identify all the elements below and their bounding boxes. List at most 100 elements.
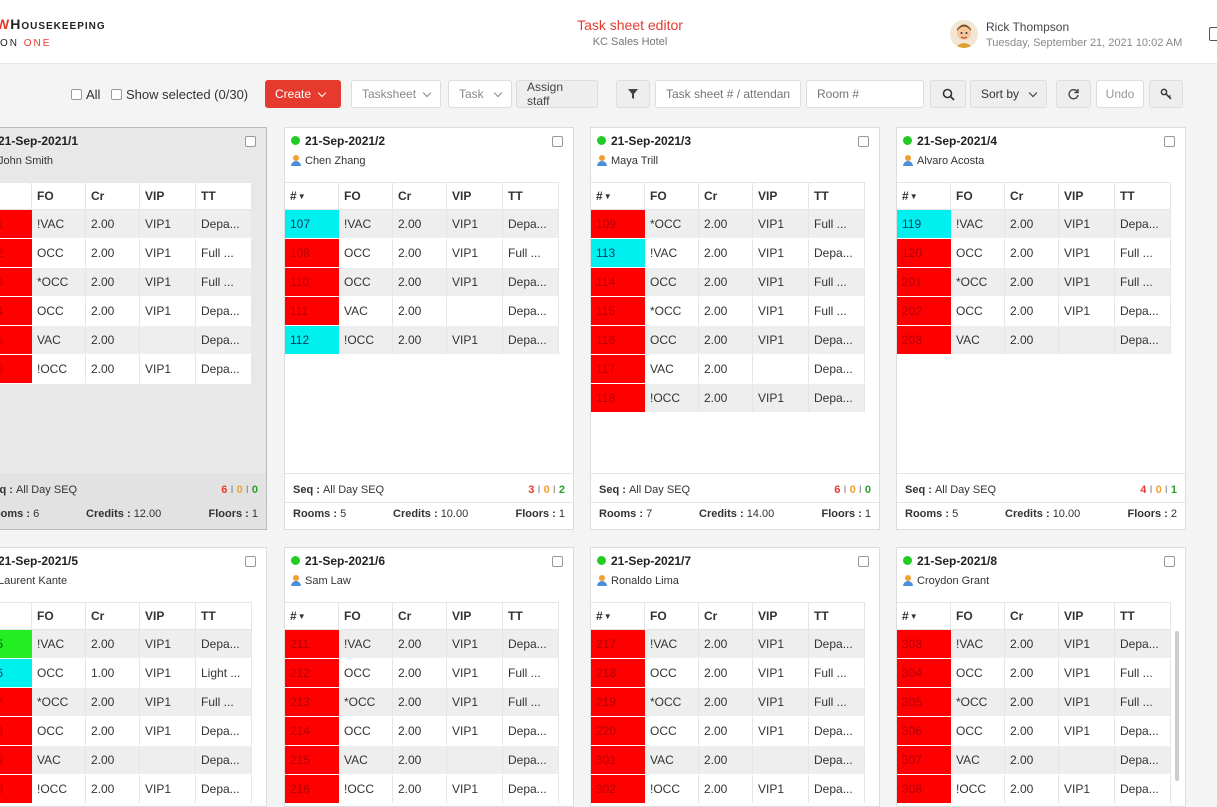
- show-selected-checkbox[interactable]: [111, 88, 122, 100]
- tasksheet-search-input[interactable]: [655, 80, 801, 108]
- room-number[interactable]: 118: [591, 384, 645, 412]
- column-header[interactable]: Cr: [86, 603, 140, 629]
- room-number[interactable]: 217: [591, 630, 645, 658]
- task-sheet-card[interactable]: 21-Sep-2021/2 Chen Zhang # ▼ FO Cr VIP TT 107 !VA…: [284, 127, 574, 530]
- assign-staff-button[interactable]: Assign staff: [516, 80, 598, 108]
- room-number[interactable]: 101: [0, 210, 32, 238]
- select-all-checkbox[interactable]: [71, 88, 82, 100]
- task-sheet-card[interactable]: 21-Sep-2021/8 Croydon Grant # ▼ FO Cr VIP TT 303…: [896, 547, 1186, 807]
- table-row[interactable]: 102OCC2.00VIP1Full ...: [0, 239, 252, 268]
- column-header[interactable]: FO: [645, 603, 699, 629]
- table-row[interactable]: 106!OCC2.00VIP1Depa...: [0, 355, 252, 384]
- table-row[interactable]: 203 VAC 2.00 Depa...: [897, 326, 1171, 355]
- scrollbar[interactable]: [1175, 631, 1179, 781]
- room-number[interactable]: 112: [285, 326, 339, 354]
- room-number[interactable]: 203: [897, 326, 951, 354]
- column-header[interactable]: Cr: [1005, 183, 1059, 209]
- task-select[interactable]: Task: [448, 80, 512, 108]
- table-row[interactable]: 304 OCC 2.00 VIP1 Full ...: [897, 659, 1171, 688]
- create-button[interactable]: Create: [265, 80, 341, 108]
- table-row[interactable]: 117 VAC 2.00 Depa...: [591, 355, 865, 384]
- column-header[interactable]: Cr: [699, 183, 753, 209]
- table-row[interactable]: 213 *OCC 2.00 VIP1 Full ...: [285, 688, 559, 717]
- task-sheet-card[interactable]: 21-Sep-2021/6 Sam Law # ▼ FO Cr VIP TT 211 !VAC 2.…: [284, 547, 574, 807]
- column-header[interactable]: #▼: [897, 603, 951, 629]
- table-row[interactable]: 119 !VAC 2.00 VIP1 Depa...: [897, 210, 1171, 239]
- room-number[interactable]: 111: [285, 297, 339, 325]
- room-number[interactable]: 304: [897, 659, 951, 687]
- column-header[interactable]: VIP: [1059, 603, 1115, 629]
- card-select-checkbox[interactable]: [858, 556, 869, 567]
- table-row[interactable]: 107 !VAC 2.00 VIP1 Depa...: [285, 210, 559, 239]
- column-header[interactable]: FO: [339, 183, 393, 209]
- column-header[interactable]: #▼: [285, 603, 339, 629]
- column-header[interactable]: #▼: [0, 183, 32, 209]
- room-number[interactable]: 214: [285, 717, 339, 745]
- room-number[interactable]: 210: [0, 775, 32, 803]
- room-number[interactable]: 119: [897, 210, 951, 238]
- column-header[interactable]: VIP: [447, 603, 503, 629]
- column-header[interactable]: TT: [503, 603, 559, 629]
- column-header[interactable]: VIP: [140, 183, 196, 209]
- room-number[interactable]: 308: [897, 775, 951, 803]
- table-row[interactable]: 218 OCC 2.00 VIP1 Full ...: [591, 659, 865, 688]
- task-sheet-card[interactable]: 21-Sep-2021/4 Alvaro Acosta # ▼ FO Cr VIP TT 119…: [896, 127, 1186, 530]
- column-header[interactable]: TT: [503, 183, 559, 209]
- room-number[interactable]: 216: [285, 775, 339, 803]
- column-header[interactable]: TT: [1115, 183, 1171, 209]
- room-number[interactable]: 209: [0, 746, 32, 774]
- table-row[interactable]: 101!VAC2.00VIP1Depa...: [0, 210, 252, 239]
- room-number[interactable]: 301: [591, 746, 645, 774]
- search-button[interactable]: [930, 80, 966, 108]
- table-row[interactable]: 301 VAC 2.00 Depa...: [591, 746, 865, 775]
- filter-button[interactable]: [616, 80, 650, 108]
- column-header[interactable]: FO: [339, 603, 393, 629]
- column-header[interactable]: Cr: [393, 183, 447, 209]
- table-row[interactable]: 307 VAC 2.00 Depa...: [897, 746, 1171, 775]
- card-select-checkbox[interactable]: [1164, 556, 1175, 567]
- room-number[interactable]: 103: [0, 268, 32, 296]
- table-row[interactable]: 206OCC1.00VIP1Light ...: [0, 659, 252, 688]
- user-avatar[interactable]: [950, 20, 978, 48]
- table-row[interactable]: 305 *OCC 2.00 VIP1 Full ...: [897, 688, 1171, 717]
- room-number[interactable]: 305: [897, 688, 951, 716]
- table-row[interactable]: 108 OCC 2.00 VIP1 Full ...: [285, 239, 559, 268]
- table-row[interactable]: 120 OCC 2.00 VIP1 Full ...: [897, 239, 1171, 268]
- table-row[interactable]: 214 OCC 2.00 VIP1 Depa...: [285, 717, 559, 746]
- sort-by-select[interactable]: Sort by: [970, 80, 1047, 108]
- table-row[interactable]: 114 OCC 2.00 VIP1 Full ...: [591, 268, 865, 297]
- column-header[interactable]: VIP: [753, 603, 809, 629]
- column-header[interactable]: #▼: [591, 603, 645, 629]
- card-select-checkbox[interactable]: [245, 556, 256, 567]
- column-header[interactable]: TT: [809, 183, 865, 209]
- show-selected-toggle[interactable]: Show selected (0/30): [111, 80, 248, 108]
- column-header[interactable]: Cr: [86, 183, 140, 209]
- table-row[interactable]: 208OCC2.00VIP1Depa...: [0, 717, 252, 746]
- undo-button[interactable]: Undo: [1096, 80, 1144, 108]
- room-number[interactable]: 202: [897, 297, 951, 325]
- room-number[interactable]: 220: [591, 717, 645, 745]
- table-row[interactable]: 112 !OCC 2.00 VIP1 Depa...: [285, 326, 559, 355]
- table-row[interactable]: 303 !VAC 2.00 VIP1 Depa...: [897, 630, 1171, 659]
- room-number[interactable]: 306: [897, 717, 951, 745]
- table-row[interactable]: 302 !OCC 2.00 VIP1 Depa...: [591, 775, 865, 804]
- column-header[interactable]: TT: [1115, 603, 1171, 629]
- column-header[interactable]: FO: [645, 183, 699, 209]
- room-number[interactable]: 208: [0, 717, 32, 745]
- column-header[interactable]: FO: [951, 183, 1005, 209]
- column-header[interactable]: #▼: [285, 183, 339, 209]
- room-number[interactable]: 303: [897, 630, 951, 658]
- table-row[interactable]: 215 VAC 2.00 Depa...: [285, 746, 559, 775]
- table-row[interactable]: 217 !VAC 2.00 VIP1 Depa...: [591, 630, 865, 659]
- key-button[interactable]: [1149, 80, 1183, 108]
- table-row[interactable]: 209VAC2.00 Depa...: [0, 746, 252, 775]
- room-search-input[interactable]: [806, 80, 924, 108]
- table-row[interactable]: 111 VAC 2.00 Depa...: [285, 297, 559, 326]
- room-number[interactable]: 302: [591, 775, 645, 803]
- column-header[interactable]: TT: [196, 183, 252, 209]
- table-row[interactable]: 207*OCC2.00VIP1Full ...: [0, 688, 252, 717]
- table-row[interactable]: 113 !VAC 2.00 VIP1 Depa...: [591, 239, 865, 268]
- tasksheet-select[interactable]: Tasksheet: [351, 80, 441, 108]
